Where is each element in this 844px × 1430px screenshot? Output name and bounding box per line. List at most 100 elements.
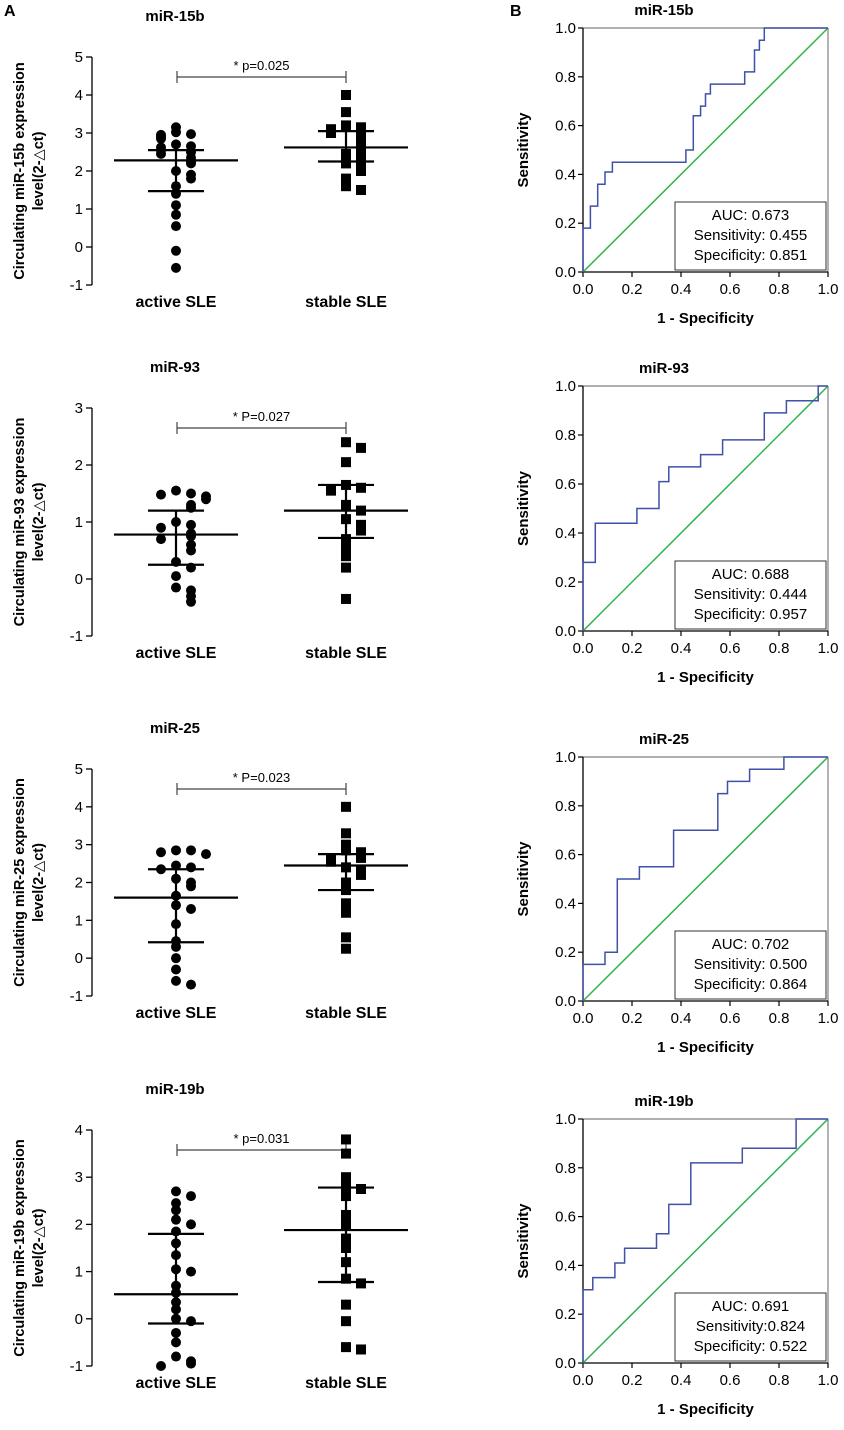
roc-x-tick-label: 0.0 [573,1010,594,1027]
data-point-square [341,437,351,448]
roc-y-tick-label: 1.0 [555,20,576,37]
y-tick-label: 3 [75,125,83,142]
y-axis-label-line-1: Circulating miR-25 expression [12,778,28,987]
y-tick-label: 1 [75,1264,83,1281]
roc-x-tick-label: 1.0 [818,1372,839,1389]
data-point-square [356,525,366,536]
data-point-square [356,482,366,493]
y-tick-label: -1 [70,988,83,1005]
data-point-square [356,869,366,880]
data-point-circle [156,133,166,144]
stats-box [674,560,827,630]
roc-y-tick-label: 1.0 [555,378,576,395]
y-tick-label: 3 [75,1169,83,1186]
data-point-circle [171,245,181,256]
roc-x-tick-label: 0.0 [573,281,594,298]
roc-x-axis-label: 1 - Specificity [657,310,754,327]
stats-line: Sensitivity: 0.500 [694,956,807,973]
roc-y-tick-label: 0.6 [555,847,576,864]
roc-plot-title: miR-15b [634,2,693,19]
data-point-circle [171,845,181,856]
data-point-circle [171,1198,181,1209]
roc-x-tick-label: 0.4 [671,1372,692,1389]
data-point-square [341,551,351,562]
y-tick-label: -1 [70,628,83,645]
roc-x-tick-label: 0.2 [622,1372,643,1389]
roc-plot-miR-93: miR-93 0.00.0 0.2 0.2 0.4 0.4 0.6 0.6 0.8 0.8 1.0 1… [515,360,838,686]
data-point-circle [171,139,181,150]
reference-diagonal [582,385,829,632]
y-tick-label: 1 [75,912,83,929]
roc-y-tick-label: 0.0 [555,1355,576,1372]
reference-diagonal [582,27,829,273]
roc-y-tick-label: 0.4 [555,895,576,912]
y-tick-label: 2 [75,875,83,892]
data-point-square [341,898,351,909]
reference-diagonal [582,1118,829,1364]
x-category-label: active SLE [136,1005,217,1022]
roc-curve [582,27,828,272]
data-point-circle [201,849,211,860]
roc-x-axis-label: 1 - Specificity [657,1401,754,1418]
reference-diagonal [582,756,829,1002]
y-tick-label: 1 [75,514,83,531]
roc-x-tick-label: 0.4 [671,640,692,657]
stats-line: Sensitivity: 0.455 [694,227,807,244]
y-axis-label-line-1: Circulating miR-93 expression [12,418,28,627]
data-point-square [341,1316,351,1327]
roc-curve [582,756,828,1001]
roc-plot-miR-25: miR-25 0.00.0 0.2 0.2 0.4 0.4 0.6 0.6 0.8 0.8 1.0 1… [515,731,838,1056]
data-point-circle [186,845,196,856]
roc-x-tick-label: 0.8 [769,1010,790,1027]
roc-x-tick-label: 0.0 [573,1372,594,1389]
roc-y-tick-label: 0.6 [555,476,576,493]
data-point-circle [186,531,196,542]
data-point-circle [171,953,181,964]
stats-box [674,1292,827,1362]
roc-y-tick-label: 0.4 [555,525,576,542]
roc-x-tick-label: 0.4 [671,281,692,298]
data-point-circle [186,1358,196,1369]
data-point-square [341,90,351,100]
dot-plot-miR-19b: miR-19b -1 0 1 2 3 4 Circulating miR-19b expres… [12,1081,408,1392]
roc-y-tick-label: 0.6 [555,1209,576,1226]
data-point-square [341,828,351,839]
data-point-square [356,122,366,133]
data-point-circle [171,975,181,986]
roc-x-tick-label: 0.8 [769,1372,790,1389]
roc-y-tick-label: 0.6 [555,118,576,135]
data-point-square [341,593,351,604]
data-point-square [341,542,351,553]
data-point-square [341,1172,351,1183]
data-point-square [341,839,351,850]
data-point-circle [171,1186,181,1197]
data-point-square [341,120,351,131]
data-point-square [326,485,336,496]
data-point-circle [156,522,166,533]
y-tick-label: 3 [75,837,83,854]
stats-box [674,201,827,271]
roc-x-tick-label: 0.2 [622,281,643,298]
data-point-circle [186,979,196,990]
roc-x-axis-label: 1 - Specificity [657,669,754,686]
data-point-circle [171,860,181,871]
roc-x-tick-label: 0.4 [671,1010,692,1027]
roc-y-axis-label: Sensitivity [515,112,532,188]
y-tick-label: 4 [75,799,83,816]
dot-plot-miR-25: miR-25 -1 0 1 2 3 4 5 Circulating miR-25 express… [12,720,408,1022]
data-point-square [356,166,366,176]
stats-line: AUC: 0.702 [712,936,790,953]
data-point-circle [171,200,181,211]
data-point-circle [186,1219,196,1230]
data-point-square [341,107,351,118]
roc-y-tick-label: 1.0 [555,749,576,766]
dot-plot-miR-93: miR-93 -1 0 1 2 3 Circulating miR-93 expressio… [12,359,408,662]
roc-x-tick-label: 0.0 [573,640,594,657]
data-point-square [341,907,351,918]
y-tick-label: 0 [75,1311,83,1328]
data-point-circle [156,1361,166,1371]
roc-y-tick-label: 0.8 [555,798,576,815]
roc-y-tick-label: 0.8 [555,69,576,86]
data-point-square [356,852,366,863]
y-tick-label: 2 [75,163,83,180]
